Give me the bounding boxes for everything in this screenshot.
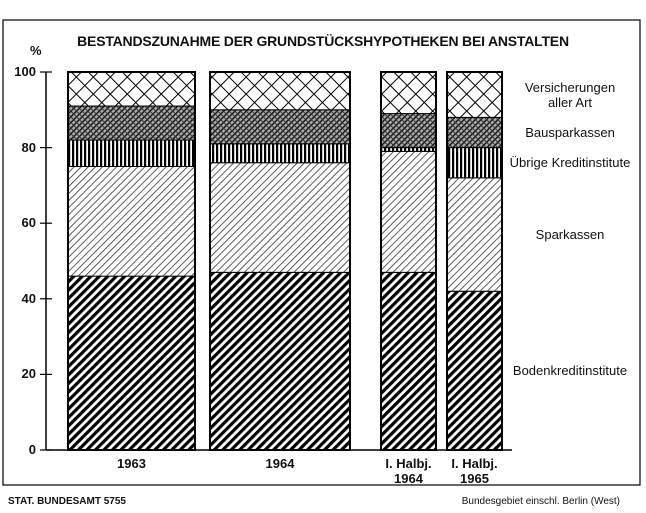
bar-segment [209, 109, 351, 145]
x-tick-label: I. Halbj. 1964 [385, 456, 432, 486]
bar-segment [380, 71, 437, 115]
bar-segment [380, 150, 437, 273]
bar-segment [446, 290, 503, 451]
bar-segment [380, 113, 437, 149]
legend-label: Bodenkreditinstitute [512, 363, 628, 379]
bar-segment [380, 271, 437, 451]
bar-segment [67, 166, 196, 277]
x-tick-label: 1963 [117, 456, 146, 471]
y-tick-label: 20 [21, 366, 36, 382]
bar-outline [380, 71, 437, 451]
bar-segment [446, 177, 503, 292]
chart-title: BESTANDSZUNAHME DER GRUNDSTÜCKSHYPOTHEKE… [77, 33, 569, 49]
note: Bundesgebiet einschl. Berlin (West) [461, 496, 620, 507]
bar-segment [380, 147, 437, 152]
y-tick-label: 80 [21, 139, 36, 155]
bar-segment [209, 143, 351, 164]
legend-label: Sparkassen [535, 227, 605, 243]
bar-segment [67, 275, 196, 451]
source: STAT. BUNDESAMT 5755 [8, 496, 126, 507]
bar-segment [209, 271, 351, 451]
y-tick-label: 60 [21, 215, 36, 231]
y-tick-label: 40 [21, 290, 36, 306]
bar-outline [446, 71, 503, 451]
frame [2, 19, 641, 486]
bar-segment [446, 116, 503, 149]
x-tick-label: I. Halbj. 1965 [451, 456, 498, 486]
bar-segment [209, 71, 351, 111]
legend-label: Versicherungen aller Art [524, 79, 616, 110]
y-tick-label: 100 [14, 64, 36, 79]
x-tick-label: 1964 [265, 456, 295, 471]
bar-outline [209, 71, 351, 451]
bar-outline [67, 71, 196, 451]
bar-segment [67, 105, 196, 141]
legend-label: Bausparkassen [525, 124, 615, 140]
bar-segment [446, 147, 503, 179]
bar-segment [67, 139, 196, 167]
legend-label: Übrige Kreditinstitute [509, 155, 631, 171]
y-tick-label: 0 [28, 442, 36, 457]
y-axis-label: % [30, 43, 42, 58]
bar-segment [67, 71, 196, 107]
bar-segment [209, 162, 351, 273]
bar-segment [446, 71, 503, 118]
